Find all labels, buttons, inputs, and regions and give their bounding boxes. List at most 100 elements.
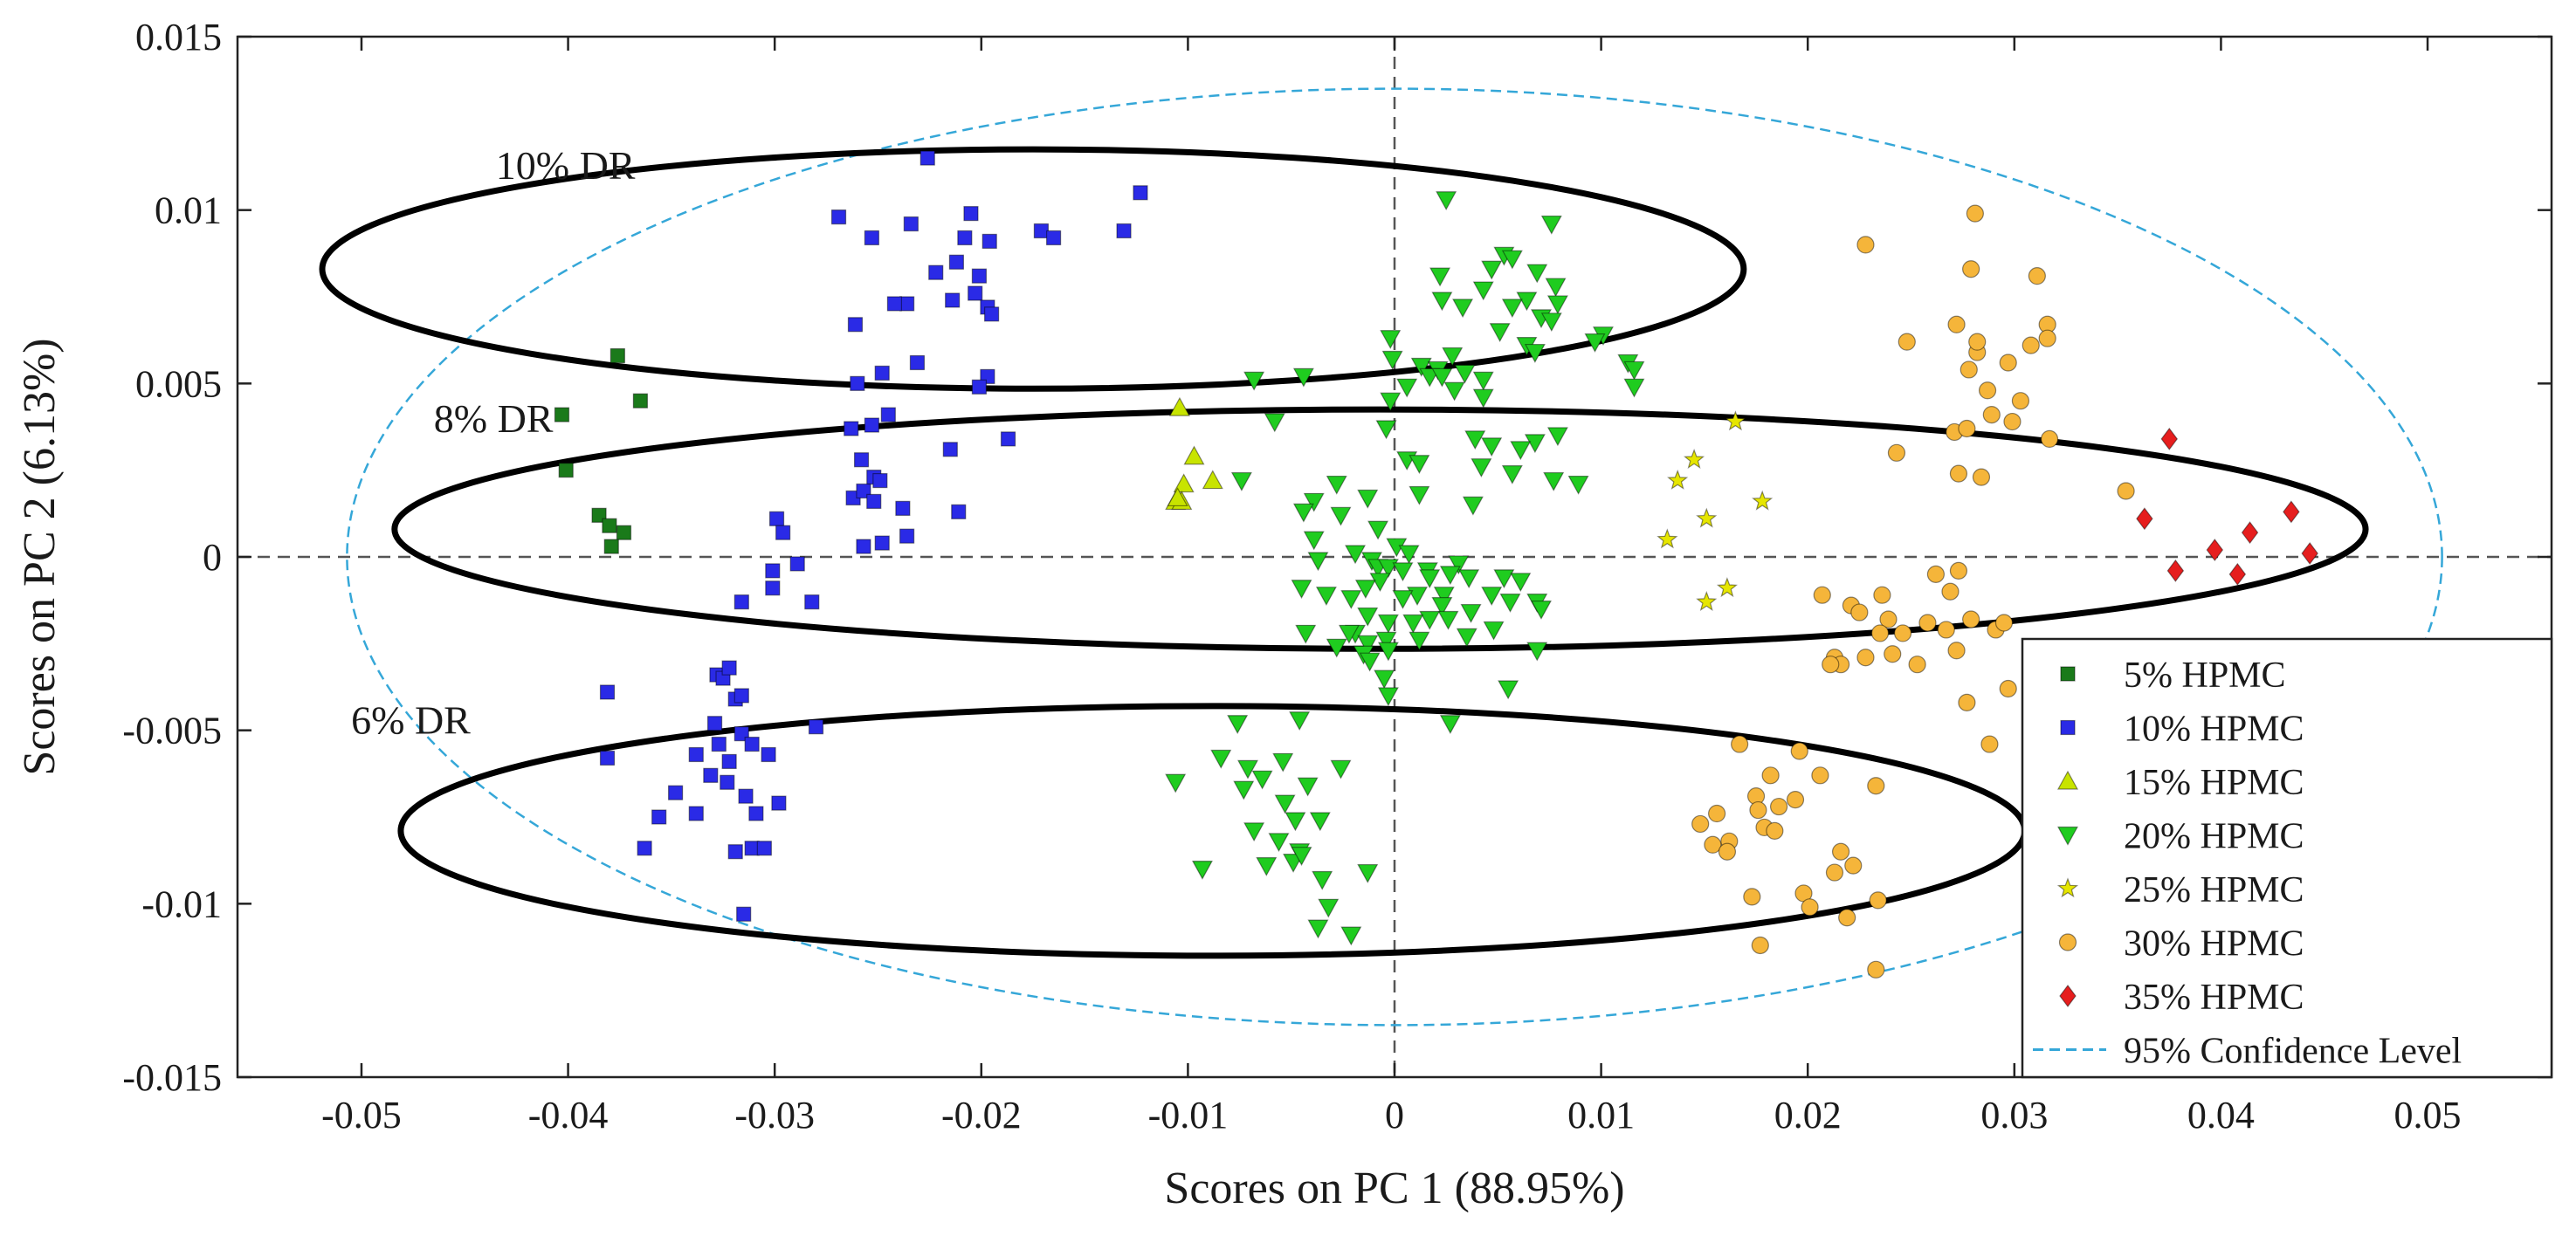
y-tick-label: -0.015	[122, 1056, 222, 1099]
data-point	[1243, 371, 1265, 391]
data-point	[789, 556, 805, 572]
data-point	[1516, 292, 1538, 312]
data-point	[1962, 610, 1980, 628]
data-point	[1283, 854, 1305, 873]
data-point	[2022, 336, 2040, 354]
legend-label: 25% HPMC	[2124, 870, 2304, 910]
data-point	[637, 841, 652, 856]
data-point	[1460, 603, 1482, 623]
data-point	[1377, 614, 1399, 634]
data-point	[880, 407, 896, 422]
x-tick-label: -0.02	[941, 1094, 1022, 1136]
data-point	[1472, 388, 1494, 409]
y-tick-label: -0.005	[122, 710, 222, 752]
data-point	[1471, 458, 1492, 477]
data-point	[1409, 631, 1430, 651]
data-point	[1243, 822, 1265, 842]
data-point	[721, 753, 737, 770]
data-point	[1999, 354, 2017, 372]
data-point	[1918, 614, 1937, 632]
data-point	[1867, 960, 1885, 978]
data-point	[1898, 333, 1916, 351]
data-point	[874, 365, 890, 381]
data-point	[1191, 860, 1213, 880]
data-point	[1543, 471, 1565, 491]
data-point	[895, 500, 911, 516]
data-point	[1887, 443, 1906, 462]
data-point	[1448, 555, 1470, 575]
data-point	[1510, 573, 1532, 593]
data-point	[2283, 500, 2300, 524]
data-point	[1790, 742, 1808, 760]
legend-label: 35% HPMC	[2124, 978, 2304, 1018]
data-point	[1000, 431, 1016, 447]
data-point	[1167, 487, 1188, 507]
data-point	[765, 563, 781, 579]
data-point	[1794, 884, 1813, 903]
data-point	[1968, 333, 1987, 351]
data-point	[1869, 891, 1887, 910]
data-point	[1873, 586, 1891, 604]
legend: 5% HPMC 10% HPMC 15% HPMC 20% HPMC 25% HPMC 3…	[2021, 637, 2553, 1079]
data-point	[1526, 264, 1548, 284]
data-point	[1297, 777, 1319, 797]
data-point	[1330, 759, 1352, 779]
data-markers	[554, 150, 2318, 978]
legend-marker	[2060, 719, 2076, 736]
data-point	[1374, 670, 1395, 690]
x-tick-label: 0.01	[1567, 1094, 1635, 1136]
data-point	[616, 525, 632, 540]
data-point	[1318, 898, 1340, 918]
data-point	[756, 841, 772, 856]
data-point	[1567, 475, 1589, 495]
data-point	[1295, 624, 1317, 644]
data-point	[1960, 360, 1978, 379]
data-point	[1949, 464, 1968, 483]
data-point	[1667, 469, 1689, 490]
data-point	[610, 347, 625, 364]
data-point	[603, 539, 619, 554]
series-35-hpmc	[2136, 427, 2318, 586]
data-point	[1472, 371, 1494, 391]
data-point	[1980, 735, 1999, 753]
data-point	[856, 539, 871, 554]
data-point	[2241, 521, 2259, 545]
data-point	[872, 472, 888, 489]
data-point	[1498, 680, 1519, 700]
data-point	[1202, 470, 1223, 490]
data-point	[765, 580, 781, 596]
data-point	[632, 393, 648, 409]
data-point	[1656, 528, 1678, 549]
data-point	[1982, 405, 2001, 424]
data-point	[768, 511, 785, 526]
data-point	[1691, 814, 1710, 834]
data-point	[1879, 610, 1898, 628]
data-point	[942, 442, 958, 457]
data-point	[1264, 413, 1285, 433]
data-point	[1825, 863, 1844, 882]
data-point	[1472, 281, 1494, 301]
data-point	[1359, 652, 1381, 672]
data-point	[1357, 607, 1379, 627]
data-point	[1307, 552, 1329, 572]
data-point	[1452, 299, 1474, 319]
data-point	[1884, 645, 1902, 663]
x-tick-label: -0.05	[321, 1094, 402, 1136]
legend-label: 30% HPMC	[2124, 924, 2304, 965]
data-point	[1696, 590, 1718, 611]
data-point	[771, 795, 787, 811]
data-point	[1357, 489, 1379, 509]
data-point	[1439, 566, 1461, 586]
data-point	[1856, 236, 1875, 254]
data-point	[1251, 770, 1273, 790]
data-point	[1838, 909, 1856, 927]
data-point	[2011, 392, 2030, 410]
data-point	[1999, 679, 2017, 698]
data-point	[2206, 539, 2224, 562]
data-point	[864, 417, 879, 433]
data-point	[864, 230, 879, 246]
data-point	[1340, 590, 1362, 609]
data-point	[874, 535, 890, 551]
plot-area	[238, 37, 2552, 1077]
